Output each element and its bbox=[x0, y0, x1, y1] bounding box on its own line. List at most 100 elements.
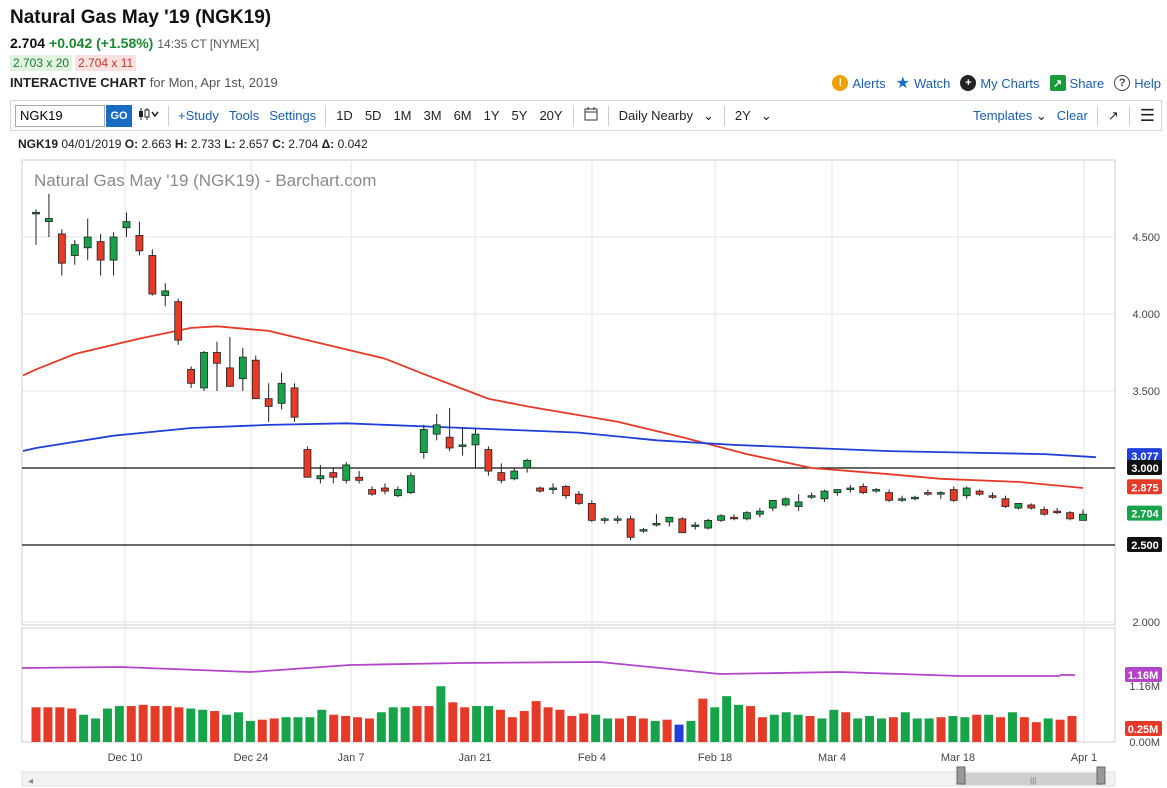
candle-body bbox=[665, 516, 674, 523]
my-charts-link[interactable]: + My Charts bbox=[960, 73, 1040, 93]
candlestick bbox=[406, 472, 415, 495]
period-5d[interactable]: 5D bbox=[364, 108, 382, 123]
candle-body bbox=[794, 501, 803, 507]
candlestick bbox=[523, 458, 532, 473]
candle-body bbox=[394, 489, 402, 497]
watch-link[interactable]: ★ Watch bbox=[896, 73, 951, 93]
volume-bar bbox=[495, 709, 505, 742]
go-button[interactable]: GO bbox=[106, 104, 132, 127]
x-tick-label: Jan 21 bbox=[458, 752, 491, 764]
candle-body bbox=[406, 475, 415, 494]
study-button[interactable]: +Study bbox=[178, 108, 219, 123]
price-label-box bbox=[1127, 448, 1162, 464]
scrollbar-grip-icon: ||| bbox=[1030, 776, 1036, 785]
volume-bar bbox=[519, 711, 529, 742]
candlestick bbox=[639, 528, 648, 533]
candlestick bbox=[458, 427, 467, 456]
volume-bar bbox=[591, 714, 601, 742]
volume-bar bbox=[1055, 719, 1065, 742]
symbol-input[interactable] bbox=[15, 104, 105, 127]
price-label-box bbox=[1127, 537, 1162, 552]
help-link[interactable]: ? Help bbox=[1114, 73, 1161, 93]
candlestick bbox=[574, 491, 583, 505]
templates-dropdown[interactable]: Templates ⌄ bbox=[968, 108, 1052, 124]
volume-bar bbox=[138, 704, 148, 742]
tools-button[interactable]: Tools bbox=[228, 108, 260, 123]
period-1m[interactable]: 1M bbox=[393, 108, 412, 123]
volume-bar bbox=[745, 706, 755, 742]
settings-button[interactable]: Settings bbox=[269, 108, 317, 123]
candle-body bbox=[316, 475, 325, 480]
candle-body bbox=[652, 523, 661, 526]
candlestick bbox=[678, 517, 687, 534]
period-5y[interactable]: 5Y bbox=[511, 108, 528, 123]
toolbar-divider bbox=[325, 105, 327, 126]
help-label: Help bbox=[1134, 75, 1161, 91]
candle-body bbox=[626, 518, 635, 538]
period-1y[interactable]: 1Y bbox=[483, 108, 500, 123]
candlestick bbox=[83, 218, 92, 261]
menu-button[interactable]: ☰ bbox=[1134, 106, 1161, 126]
x-tick-label: Feb 4 bbox=[578, 752, 606, 764]
candle-body bbox=[174, 301, 183, 341]
volume-bar bbox=[114, 706, 124, 742]
period-1d[interactable]: 1D bbox=[336, 108, 353, 123]
volume-last-text: 0.25M bbox=[1128, 724, 1159, 736]
candle-body bbox=[885, 492, 894, 501]
candlestick bbox=[1040, 506, 1049, 516]
candlestick bbox=[277, 372, 286, 410]
scrollbar-right-handle bbox=[1096, 766, 1106, 785]
candlestick bbox=[730, 514, 738, 521]
hamburger-icon: ☰ bbox=[1139, 105, 1155, 125]
x-tick-label: Mar 4 bbox=[818, 752, 846, 764]
period-3m[interactable]: 3M bbox=[423, 108, 442, 123]
last-price: 2.704 bbox=[10, 35, 46, 51]
chart-type-button[interactable] bbox=[132, 107, 164, 124]
calendar-button[interactable] bbox=[578, 107, 604, 124]
alerts-link[interactable]: ! Alerts bbox=[832, 73, 886, 93]
candle-body bbox=[587, 503, 596, 521]
candle-body bbox=[781, 498, 790, 506]
candlestick bbox=[45, 193, 53, 237]
volume-bar bbox=[626, 715, 636, 742]
share-label: Share bbox=[1069, 75, 1105, 91]
range-dropdown[interactable]: 2Y ⌄ bbox=[729, 108, 778, 124]
candle-body bbox=[368, 489, 376, 495]
period-6m[interactable]: 6M bbox=[453, 108, 472, 123]
expand-button[interactable]: ↗ bbox=[1102, 108, 1125, 124]
period-20y[interactable]: 20Y bbox=[539, 108, 563, 123]
chevron-down-icon: ⌄ bbox=[703, 107, 714, 123]
candlestick bbox=[833, 489, 842, 496]
volume-bar bbox=[757, 717, 767, 742]
candle-body bbox=[962, 487, 971, 497]
ohlc-delta: 0.042 bbox=[337, 137, 368, 151]
candlestick bbox=[794, 494, 803, 512]
candlestick bbox=[70, 240, 79, 265]
candlestick bbox=[1027, 503, 1036, 510]
scroll-left-icon: ◂ bbox=[28, 776, 33, 787]
volume-bar bbox=[317, 709, 327, 742]
moving-average-slow bbox=[22, 422, 1096, 459]
ohlc-low: 2.657 bbox=[238, 137, 269, 151]
candlestick bbox=[109, 232, 118, 276]
candle-body bbox=[768, 499, 777, 509]
volume-bar bbox=[472, 706, 482, 742]
frequency-dropdown[interactable]: Daily Nearby ⌄ bbox=[613, 108, 720, 124]
share-link[interactable]: ↗ Share bbox=[1049, 73, 1105, 93]
candlestick bbox=[652, 514, 661, 527]
candlestick bbox=[497, 463, 506, 484]
ask-quote: 2.704 x 11 bbox=[75, 55, 137, 71]
toolbar-divider bbox=[572, 105, 574, 126]
ohlc-open: 2.663 bbox=[141, 137, 172, 151]
candlestick bbox=[988, 492, 997, 499]
candlestick bbox=[536, 486, 545, 493]
clear-button[interactable]: Clear bbox=[1056, 108, 1088, 123]
candlestick bbox=[510, 468, 519, 481]
candle-body bbox=[678, 518, 687, 534]
candle-body bbox=[264, 398, 273, 407]
candlestick bbox=[613, 515, 622, 524]
candle-body bbox=[419, 429, 428, 454]
candle-body bbox=[549, 487, 557, 490]
candle-body bbox=[536, 487, 545, 492]
